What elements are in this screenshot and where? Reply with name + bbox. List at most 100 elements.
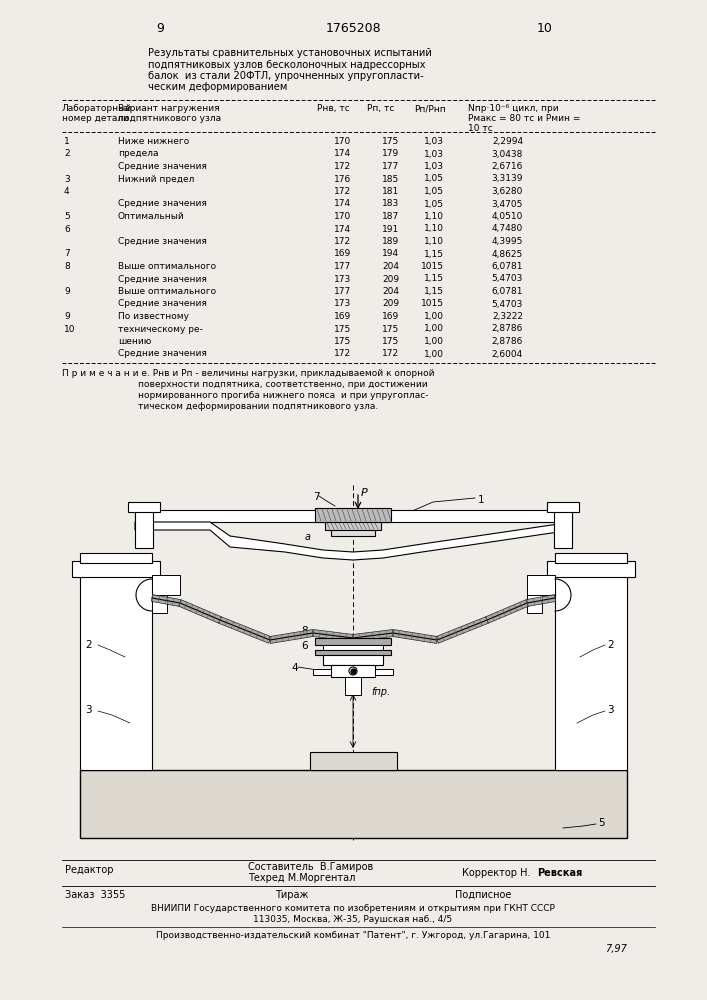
Text: 4,0510: 4,0510 bbox=[491, 212, 523, 221]
Text: 7,97: 7,97 bbox=[605, 944, 627, 954]
Text: 1,10: 1,10 bbox=[424, 225, 444, 233]
Text: Средние значения: Средние значения bbox=[118, 274, 207, 284]
Bar bbox=[80, 770, 627, 838]
Text: Лабораторный: Лабораторный bbox=[62, 104, 132, 113]
Text: номер детали: номер детали bbox=[62, 114, 129, 123]
Text: поверхности подпятника, соответственно, при достижении: поверхности подпятника, соответственно, … bbox=[138, 380, 428, 389]
Text: Средние значения: Средние значения bbox=[118, 350, 207, 359]
Bar bbox=[128, 502, 160, 512]
Text: Заказ  3355: Заказ 3355 bbox=[65, 890, 125, 900]
Text: Результаты сравнительных установочных испытаний: Результаты сравнительных установочных ис… bbox=[148, 48, 432, 58]
Text: 187: 187 bbox=[382, 212, 399, 221]
Text: 10: 10 bbox=[537, 22, 553, 35]
Text: 8: 8 bbox=[301, 626, 308, 636]
Text: 175: 175 bbox=[382, 137, 399, 146]
Text: 2,6004: 2,6004 bbox=[492, 350, 523, 359]
Text: 2,6716: 2,6716 bbox=[491, 162, 523, 171]
Text: 9: 9 bbox=[64, 312, 70, 321]
Text: П р и м е ч а н и е. Рнв и Рп - величины нагрузки, прикладываемой к опорной: П р и м е ч а н и е. Рнв и Рп - величины… bbox=[62, 369, 435, 378]
Text: 9: 9 bbox=[64, 287, 70, 296]
Text: 174: 174 bbox=[334, 225, 351, 233]
Bar bbox=[527, 575, 555, 595]
Text: 2,3222: 2,3222 bbox=[492, 312, 523, 321]
Text: 1,10: 1,10 bbox=[424, 237, 444, 246]
Text: Подписное: Подписное bbox=[455, 890, 511, 900]
Text: 1,05: 1,05 bbox=[424, 174, 444, 184]
Text: Ниже нижнего: Ниже нижнего bbox=[118, 137, 189, 146]
Text: 1,03: 1,03 bbox=[424, 149, 444, 158]
Text: 1765208: 1765208 bbox=[325, 22, 381, 35]
Text: 176: 176 bbox=[334, 174, 351, 184]
Text: 3: 3 bbox=[64, 174, 70, 184]
Text: 172: 172 bbox=[334, 350, 351, 359]
Text: 181: 181 bbox=[382, 187, 399, 196]
Text: 175: 175 bbox=[382, 324, 399, 334]
Text: 9: 9 bbox=[156, 22, 164, 35]
Text: 194: 194 bbox=[382, 249, 399, 258]
Text: a: a bbox=[305, 532, 311, 542]
Text: 172: 172 bbox=[334, 187, 351, 196]
Text: 3: 3 bbox=[607, 705, 614, 715]
Bar bbox=[375, 669, 393, 675]
Text: шению: шению bbox=[118, 337, 151, 346]
Bar bbox=[135, 510, 572, 522]
Bar bbox=[315, 638, 391, 645]
Bar bbox=[331, 530, 375, 536]
Text: Оптимальный: Оптимальный bbox=[118, 212, 185, 221]
Text: 170: 170 bbox=[334, 137, 351, 146]
Text: 173: 173 bbox=[334, 274, 351, 284]
Polygon shape bbox=[269, 630, 314, 643]
Text: 2: 2 bbox=[85, 640, 92, 650]
Text: ВНИИПИ Государственного комитета по изобретениям и открытиям при ГКНТ СССР: ВНИИПИ Государственного комитета по изоб… bbox=[151, 904, 555, 913]
Text: 113035, Москва, Ж-35, Раушская наб., 4/5: 113035, Москва, Ж-35, Раушская наб., 4/5 bbox=[253, 915, 452, 924]
Text: 204: 204 bbox=[382, 287, 399, 296]
Text: 1,00: 1,00 bbox=[424, 337, 444, 346]
Polygon shape bbox=[179, 600, 221, 623]
Text: Выше оптимального: Выше оптимального bbox=[118, 287, 216, 296]
Text: Рмакс = 80 тс и Рмин =: Рмакс = 80 тс и Рмин = bbox=[468, 114, 580, 123]
Text: 1,03: 1,03 bbox=[424, 137, 444, 146]
Text: 2,8786: 2,8786 bbox=[491, 337, 523, 346]
Text: 183: 183 bbox=[382, 200, 399, 209]
Bar bbox=[80, 575, 152, 770]
Text: 169: 169 bbox=[334, 249, 351, 258]
Text: 10: 10 bbox=[64, 324, 76, 334]
Text: Средние значения: Средние значения bbox=[118, 300, 207, 308]
Bar bbox=[135, 510, 153, 548]
Bar bbox=[325, 522, 381, 530]
Text: 179: 179 bbox=[382, 149, 399, 158]
Text: 1,03: 1,03 bbox=[424, 162, 444, 171]
Text: ческим деформированием: ческим деформированием bbox=[148, 83, 287, 93]
Text: 5,4703: 5,4703 bbox=[491, 300, 523, 308]
Bar bbox=[313, 669, 331, 675]
Text: Нижний предел: Нижний предел bbox=[118, 174, 194, 184]
Text: 3,4705: 3,4705 bbox=[491, 200, 523, 209]
Text: 7: 7 bbox=[64, 249, 70, 258]
Polygon shape bbox=[353, 630, 393, 641]
Text: 1,10: 1,10 bbox=[424, 212, 444, 221]
Text: 177: 177 bbox=[334, 262, 351, 271]
Text: 185: 185 bbox=[382, 174, 399, 184]
Text: fпр.: fпр. bbox=[371, 687, 390, 697]
Text: 1,05: 1,05 bbox=[424, 200, 444, 209]
Text: Nпр·10⁻⁶ цикл, при: Nпр·10⁻⁶ цикл, при bbox=[468, 104, 559, 113]
Text: Рп/Рнп: Рп/Рнп bbox=[414, 104, 446, 113]
Text: Рнв, тс: Рнв, тс bbox=[317, 104, 349, 113]
Polygon shape bbox=[486, 600, 528, 623]
Text: 204: 204 bbox=[382, 262, 399, 271]
Text: 209: 209 bbox=[382, 300, 399, 308]
Bar bbox=[310, 752, 397, 770]
Text: 191: 191 bbox=[382, 225, 399, 233]
Polygon shape bbox=[151, 595, 180, 606]
Text: 1,00: 1,00 bbox=[424, 312, 444, 321]
Text: Средние значения: Средние значения bbox=[118, 237, 207, 246]
Polygon shape bbox=[527, 595, 556, 606]
Text: 3,6280: 3,6280 bbox=[491, 187, 523, 196]
Bar bbox=[152, 595, 167, 613]
Text: Корректор Н.: Корректор Н. bbox=[462, 868, 530, 878]
Text: 10 тс: 10 тс bbox=[468, 124, 493, 133]
Text: 177: 177 bbox=[334, 287, 351, 296]
Polygon shape bbox=[312, 630, 354, 641]
Text: 8: 8 bbox=[64, 262, 70, 271]
Text: предела: предела bbox=[118, 149, 158, 158]
